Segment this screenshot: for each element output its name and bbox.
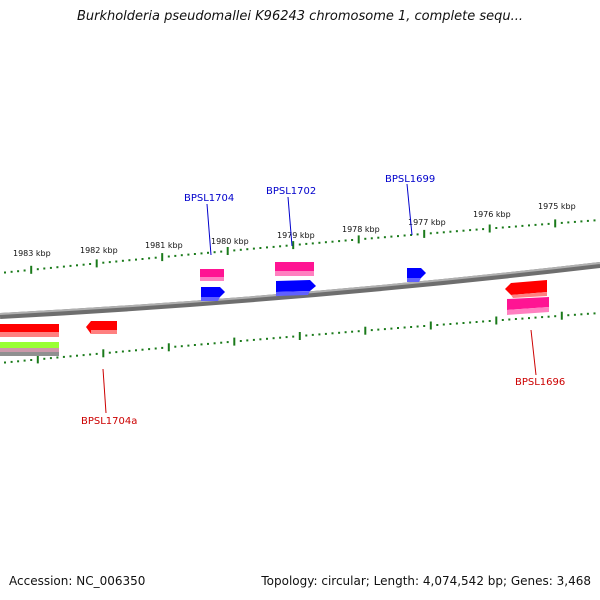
tick-label: 1977 kbp [408,218,446,227]
leader-bpsl1699 [406,183,413,236]
topology-summary: Topology: circular; Length: 4,074,542 bp… [261,574,591,588]
tick-label: 1983 kbp [13,249,51,258]
gene-label-bpsl1704[interactable]: BPSL1704 [184,193,234,204]
gene-bpsl1704-blue[interactable] [201,287,225,301]
gene-label-bpsl1696[interactable]: BPSL1696 [515,377,565,388]
tick-label: 1975 kbp [538,202,576,211]
gene-left-green[interactable] [0,342,59,356]
map-title: Burkholderia pseudomallei K96243 chromos… [76,9,524,24]
leader-bpsl1696 [530,329,537,376]
leader-bpsl1704a [102,368,107,414]
lower-scale [4,311,596,364]
tick-label: 1982 kbp [80,246,118,255]
tick-label: 1978 kbp [342,225,380,234]
leader-bpsl1702 [287,196,293,247]
gene-bpsl1702-blue[interactable] [276,280,316,296]
tick-label: 1980 kbp [211,237,249,246]
accession-text: Accession: NC_006350 [9,574,146,588]
gene-label-bpsl1702[interactable]: BPSL1702 [266,186,316,197]
gene-bpsl1699-blue[interactable] [407,268,426,282]
gene-bpsl1704-pink[interactable] [200,269,224,281]
upper-scale [4,219,596,274]
gene-bpsl1702-pink[interactable] [275,262,314,276]
gene-bpsl1696-pink[interactable] [507,297,549,315]
gene-bpsl1696-red[interactable] [505,280,547,298]
gene-label-bpsl1699[interactable]: BPSL1699 [385,174,435,185]
tick-label: 1976 kbp [473,210,511,219]
gene-label-bpsl1704a[interactable]: BPSL1704a [81,416,137,427]
gene-left-red[interactable] [0,324,59,337]
tick-label: 1979 kbp [277,231,315,240]
leader-bpsl1704 [206,203,212,256]
gene-bpsl1704a-red[interactable] [86,321,117,334]
tick-label: 1981 kbp [145,241,183,250]
